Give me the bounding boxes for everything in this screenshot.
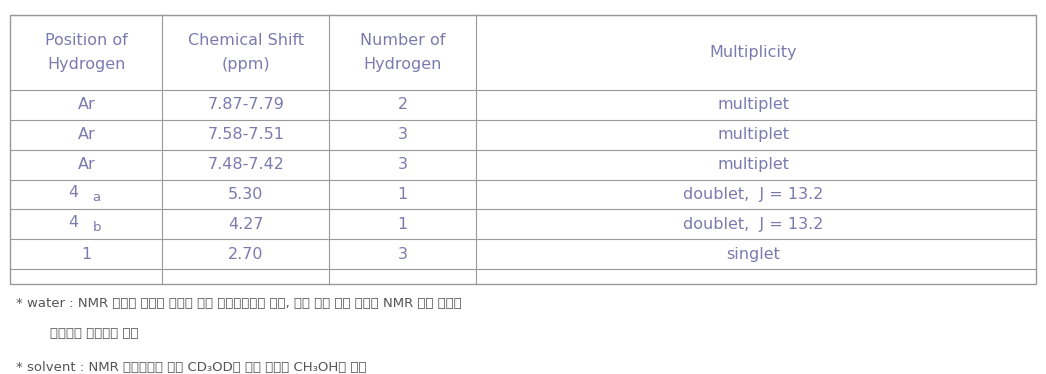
Text: singlet: singlet (726, 247, 780, 262)
Text: 4.27: 4.27 (228, 217, 264, 232)
Text: Multiplicity: Multiplicity (709, 45, 797, 60)
Text: 3: 3 (397, 127, 408, 142)
Text: doublet,  J = 13.2: doublet, J = 13.2 (683, 187, 823, 202)
Text: Ar: Ar (77, 97, 95, 112)
Text: 5.30: 5.30 (228, 187, 264, 202)
Text: Ar: Ar (77, 127, 95, 142)
Text: 3: 3 (397, 247, 408, 262)
Text: Number of
Hydrogen: Number of Hydrogen (360, 33, 446, 72)
Text: 혼입되어 나타나는 피크: 혼입되어 나타나는 피크 (16, 327, 138, 340)
Bar (10, 15, 1036, 284)
Text: * water : NMR 측정에 사용한 용메에 미량 혼재되어있는 수분, 혹은 공기 중의 수분이 NMR 측정 시료에: * water : NMR 측정에 사용한 용메에 미량 혼재되어있는 수분, … (16, 297, 461, 310)
Text: Position of
Hydrogen: Position of Hydrogen (45, 33, 128, 72)
Text: b: b (92, 221, 101, 234)
Text: 2.70: 2.70 (228, 247, 264, 262)
Text: 7.48-7.42: 7.48-7.42 (207, 157, 285, 172)
Text: 4: 4 (69, 215, 78, 230)
Text: 1: 1 (397, 187, 408, 202)
Text: multiplet: multiplet (718, 97, 789, 112)
Text: Ar: Ar (77, 157, 95, 172)
Text: multiplet: multiplet (718, 157, 789, 172)
Text: 1: 1 (397, 217, 408, 232)
Text: 2: 2 (397, 97, 408, 112)
Text: 7.58-7.51: 7.58-7.51 (207, 127, 285, 142)
Text: Chemical Shift
(ppm): Chemical Shift (ppm) (187, 33, 304, 72)
Text: 7.87-7.79: 7.87-7.79 (207, 97, 285, 112)
Text: 4: 4 (69, 185, 78, 200)
Text: 1: 1 (82, 247, 91, 262)
Text: a: a (93, 191, 100, 204)
Text: multiplet: multiplet (718, 127, 789, 142)
Text: * solvent : NMR 측정용으로 쓰인 CD₃OD에 미량 혼재된 CH₃OH의 피크: * solvent : NMR 측정용으로 쓰인 CD₃OD에 미량 혼재된 C… (16, 361, 366, 374)
Text: doublet,  J = 13.2: doublet, J = 13.2 (683, 217, 823, 232)
Text: 3: 3 (397, 157, 408, 172)
